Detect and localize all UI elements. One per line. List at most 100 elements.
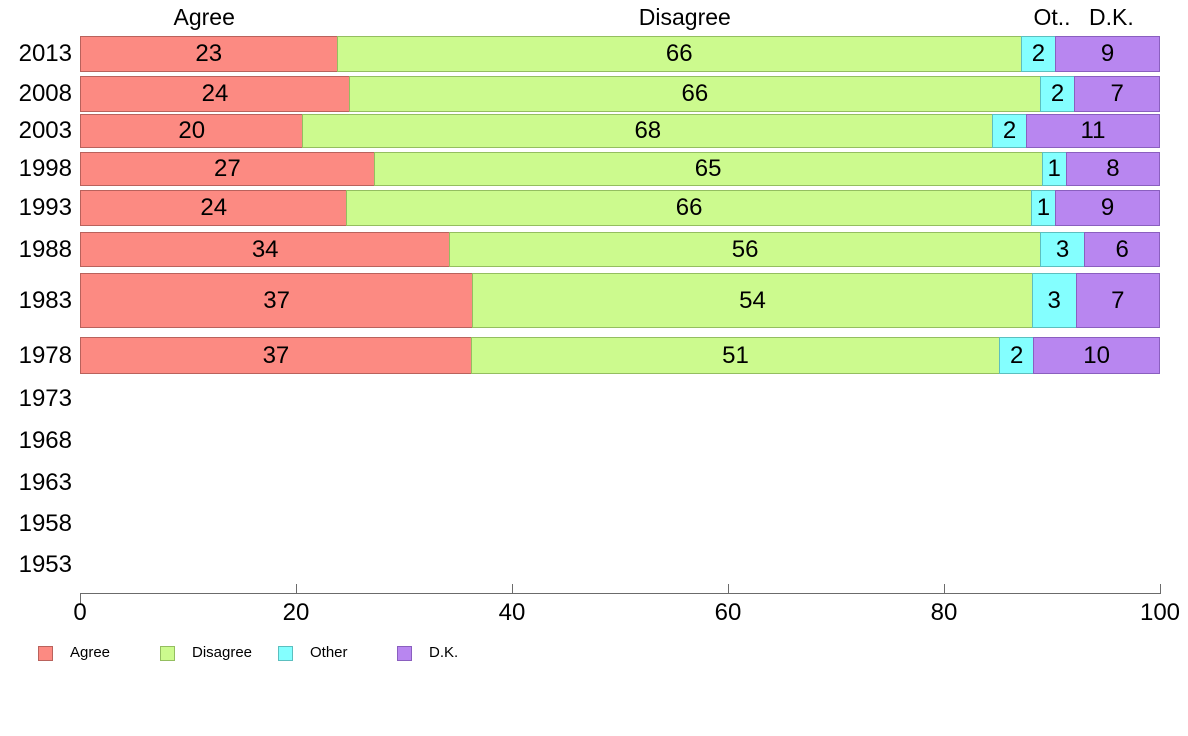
- x-axis-tick-label-40: 40: [498, 599, 526, 626]
- segment-value-label: 37: [263, 286, 290, 314]
- bar-row-1983: 37 54 3 7: [80, 273, 1160, 328]
- segment-value-label: 2: [1009, 341, 1024, 369]
- segment-value-label: 66: [675, 194, 703, 221]
- x-axis-tick-100: [1160, 584, 1161, 593]
- bar-segment-disagree-1998[interactable]: 65: [373, 152, 1043, 186]
- column-header-other: Ot..: [1033, 4, 1071, 30]
- bar-segment-other-2008[interactable]: 2: [1039, 76, 1076, 112]
- x-axis-tick-label-80: 80: [930, 599, 958, 626]
- bar-segment-disagree-1978[interactable]: 51: [470, 337, 1001, 374]
- segment-value-label: 9: [1100, 40, 1115, 67]
- y-axis-label-2008: 2008: [18, 80, 72, 107]
- y-axis-label-1993: 1993: [18, 194, 72, 221]
- bar-segment-agree-2003[interactable]: 20: [80, 114, 304, 148]
- y-axis-label-2013: 2013: [18, 40, 72, 67]
- legend-label: Disagree: [192, 644, 253, 661]
- legend-item-dk[interactable]: D.K.: [397, 643, 458, 663]
- bar-segment-other-1978[interactable]: 2: [999, 337, 1035, 374]
- segment-value-label: 3: [1055, 235, 1070, 263]
- bar-segment-dk-2003[interactable]: 11: [1025, 114, 1160, 148]
- bar-segment-dk-2008[interactable]: 7: [1074, 76, 1160, 112]
- legend-swatch-icon: [38, 645, 53, 661]
- column-header-agree: Agree: [173, 4, 235, 30]
- legend-swatch-icon: [160, 645, 175, 661]
- segment-value-label: 20: [178, 117, 206, 144]
- segment-value-label: 24: [201, 80, 229, 107]
- x-axis-tick-60: [728, 584, 729, 593]
- bar-row-1988: 34 56 3 6: [80, 232, 1160, 267]
- segment-value-label: 9: [1100, 194, 1115, 221]
- segment-value-label: 54: [739, 286, 766, 314]
- segment-value-label: 10: [1083, 341, 1110, 369]
- bar-segment-other-1998[interactable]: 1: [1041, 152, 1067, 186]
- segment-value-label: 51: [722, 341, 749, 369]
- segment-value-label: 66: [681, 80, 709, 107]
- segment-value-label: 68: [634, 117, 662, 144]
- segment-value-label: 1: [1047, 155, 1061, 182]
- x-axis-tick-label-60: 60: [714, 599, 742, 626]
- column-header-dk: D.K.: [1089, 4, 1134, 30]
- column-header-disagree: Disagree: [638, 4, 731, 30]
- legend: Agree Disagree Other D.K.: [0, 643, 1188, 665]
- bar-segment-other-1993[interactable]: 1: [1030, 190, 1057, 226]
- bar-segment-disagree-2013[interactable]: 66: [336, 36, 1022, 72]
- segment-value-label: 2: [1050, 80, 1065, 107]
- x-axis-line: [80, 593, 1161, 594]
- legend-item-disagree[interactable]: Disagree: [160, 643, 252, 663]
- bar-segment-dk-1988[interactable]: 6: [1084, 232, 1160, 267]
- segment-value-label: 7: [1110, 80, 1124, 107]
- y-axis-label-1968: 1968: [18, 427, 72, 454]
- bar-segment-dk-1998[interactable]: 8: [1065, 152, 1160, 186]
- bar-segment-disagree-1993[interactable]: 66: [346, 190, 1032, 226]
- x-axis-tick-label-20: 20: [282, 599, 310, 626]
- bar-segment-disagree-1988[interactable]: 56: [449, 232, 1041, 267]
- bar-segment-dk-1983[interactable]: 7: [1075, 273, 1160, 328]
- segment-value-label: 3: [1047, 286, 1061, 314]
- segment-value-label: 2: [1031, 40, 1046, 67]
- x-axis-tick-20: [296, 584, 297, 593]
- x-axis-tick-0: [80, 593, 81, 604]
- legend-label: Agree: [70, 644, 111, 661]
- x-axis-tick-40: [512, 584, 513, 593]
- legend-label: Other: [310, 644, 348, 661]
- bar-segment-dk-1993[interactable]: 9: [1055, 190, 1160, 226]
- bar-segment-other-2003[interactable]: 2: [992, 114, 1027, 148]
- segment-value-label: 65: [694, 155, 722, 182]
- y-axis-label-1958: 1958: [18, 510, 72, 537]
- bar-segment-other-1988[interactable]: 3: [1039, 232, 1086, 267]
- bar-segment-agree-2013[interactable]: 23: [80, 36, 338, 72]
- bar-segment-agree-1983[interactable]: 37: [80, 273, 474, 328]
- y-axis-label-1963: 1963: [18, 469, 72, 496]
- y-axis-label-1988: 1988: [18, 236, 72, 263]
- bar-segment-agree-1993[interactable]: 24: [80, 190, 348, 226]
- bar-row-2003: 20 68 2 11: [80, 114, 1160, 148]
- segment-value-label: 66: [665, 40, 693, 67]
- bar-segment-other-2013[interactable]: 2: [1020, 36, 1057, 72]
- segment-value-label: 37: [262, 341, 290, 369]
- bar-row-2008: 24 66 2 7: [80, 76, 1160, 112]
- segment-value-label: 24: [200, 194, 228, 221]
- bar-segment-other-1983[interactable]: 3: [1031, 273, 1077, 328]
- bar-row-1978: 37 51 2 10: [80, 337, 1160, 374]
- bar-segment-agree-1998[interactable]: 27: [80, 152, 375, 186]
- legend-item-agree[interactable]: Agree: [38, 643, 110, 663]
- segment-value-label: 11: [1080, 117, 1106, 144]
- bar-segment-disagree-1983[interactable]: 54: [472, 273, 1033, 328]
- legend-swatch-icon: [397, 645, 412, 661]
- bar-segment-disagree-2003[interactable]: 68: [302, 114, 994, 148]
- bar-segment-dk-1978[interactable]: 10: [1033, 337, 1160, 374]
- legend-item-other[interactable]: Other: [278, 643, 348, 663]
- segment-value-label: 6: [1115, 235, 1129, 263]
- bar-segment-agree-1988[interactable]: 34: [80, 232, 451, 267]
- y-axis-label-1973: 1973: [18, 385, 72, 412]
- y-axis-label-1978: 1978: [18, 342, 72, 369]
- bar-segment-agree-2008[interactable]: 24: [80, 76, 350, 112]
- bar-row-2013: 23 66 2 9: [80, 36, 1160, 72]
- segment-value-label: 27: [213, 155, 241, 182]
- y-axis-label-1953: 1953: [18, 551, 72, 578]
- segment-value-label: 23: [195, 40, 223, 67]
- bar-segment-agree-1978[interactable]: 37: [80, 337, 472, 374]
- segment-value-label: 34: [251, 235, 279, 263]
- bar-segment-disagree-2008[interactable]: 66: [348, 76, 1041, 112]
- bar-segment-dk-2013[interactable]: 9: [1055, 36, 1160, 72]
